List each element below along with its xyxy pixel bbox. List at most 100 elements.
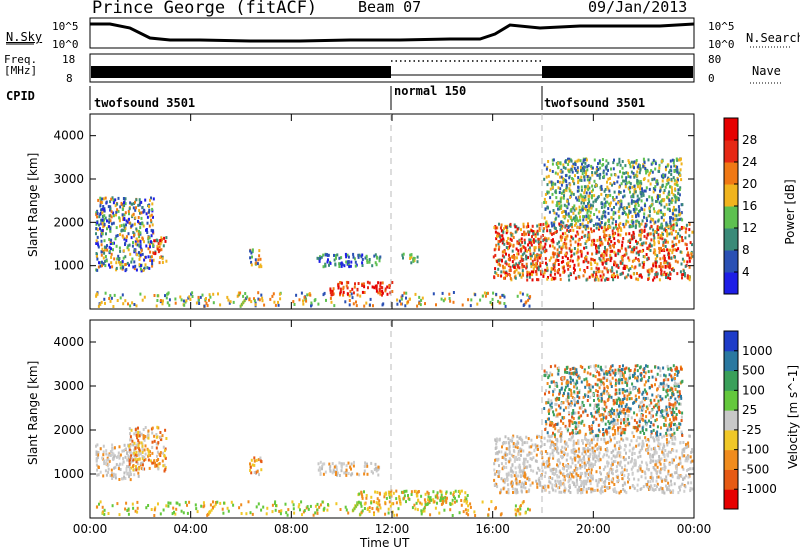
nsearch-label: N.Search <box>746 31 800 45</box>
ground-scatter <box>95 500 531 517</box>
colorbar-tick-label: -25 <box>742 423 762 437</box>
xtick-label: 08:00 <box>274 522 309 536</box>
scatter-region-3 <box>317 460 381 477</box>
ground-scatter <box>95 291 532 308</box>
nsky-label: N.Sky <box>6 30 43 44</box>
station-title: Prince George (fitACF) <box>92 0 318 18</box>
colorbar-tick-label: 100 <box>742 383 765 397</box>
xtick-label: 12:00 <box>375 522 410 536</box>
colorbar-swatch <box>724 390 738 411</box>
scatter-region-2 <box>249 248 263 269</box>
scatter-region-1 <box>153 236 168 265</box>
colorbar-tick-label: -100 <box>742 443 769 457</box>
cpid-segment-2: normal 150 <box>394 84 467 98</box>
colorbar-tick-label: 4 <box>742 265 750 279</box>
freq-label-2: [MHz] <box>4 64 38 77</box>
colorbar-tick-label: -1000 <box>742 482 777 496</box>
power-panel: 1000 2000 3000 4000 <box>53 113 695 310</box>
colorbar-swatch <box>724 140 738 163</box>
colorbar-swatch <box>724 228 738 251</box>
ytick-label: 2000 <box>53 423 84 437</box>
time-axis-label: Time UT <box>360 536 410 550</box>
freq-label-1: Freq. <box>4 53 38 66</box>
colorbar-swatch <box>724 469 738 490</box>
colorbar-tick-label: 1000 <box>742 344 773 358</box>
scatter-region-3 <box>316 252 382 269</box>
freq-panel <box>89 53 782 84</box>
colorbar-tick-label: 25 <box>742 403 757 417</box>
nsky-tick-bottom: 10^0 <box>52 38 79 51</box>
colorbar-tick-label: 16 <box>742 199 757 213</box>
nsky-panel <box>6 17 792 49</box>
colorbar-swatch <box>724 350 738 372</box>
velocity-panel: 1000 2000 3000 4000 <box>53 319 695 519</box>
colorbar-tick-label: 8 <box>742 243 750 257</box>
colorbar-tick-label: 20 <box>742 177 757 191</box>
nave-tick-bottom: 0 <box>708 72 715 85</box>
ytick-label: 2000 <box>53 215 84 229</box>
colorbar-swatch <box>724 206 738 229</box>
cpid-label: CPID <box>6 89 35 103</box>
colorbar-swatch <box>724 331 738 352</box>
colorbar-tick-label: 24 <box>742 155 757 169</box>
colorbar-swatch <box>724 449 738 470</box>
scatter-region-5 <box>401 252 419 265</box>
colorbar-swatch <box>724 184 738 207</box>
ytick-label: 3000 <box>53 379 84 393</box>
colorbar-frame <box>723 330 739 510</box>
power-cbar-label: Power [dB] <box>783 179 797 245</box>
ytick-label: 1000 <box>53 259 84 273</box>
colorbar-swatch <box>724 370 738 391</box>
cpid-segment-3: twofsound 3501 <box>544 96 646 110</box>
xtick-label: 00:00 <box>73 522 108 536</box>
xtick-label: 16:00 <box>475 522 510 536</box>
velocity-cbar-label: Velocity [m s^-1] <box>786 364 800 470</box>
ytick-label: 4000 <box>53 129 84 143</box>
cpid-segment-1: twofsound 3501 <box>94 96 196 110</box>
colorbar-tick-label: 500 <box>742 364 765 378</box>
freq-tick-top: 18 <box>62 53 76 66</box>
colorbar-swatch <box>724 272 738 295</box>
nsky-tick-top: 10^5 <box>52 20 79 33</box>
colorbar-swatch <box>724 410 738 431</box>
velocity-colorbar: 1000 500 100 25 -25 -100 -500 -1000 <box>723 330 777 510</box>
ytick-label: 1000 <box>53 467 84 481</box>
nsearch-tick-bottom: 10^0 <box>708 38 735 51</box>
colorbar-tick-label: -500 <box>742 462 769 476</box>
velocity-ylabel: Slant Range [km] <box>26 360 40 465</box>
ytick-label: 3000 <box>53 172 84 186</box>
scatter-region-4 <box>329 280 394 297</box>
xtick-label: 04:00 <box>173 522 208 536</box>
nave-label: Nave <box>752 64 781 78</box>
scatter-region-6 <box>543 364 684 438</box>
colorbar-tick-label: 28 <box>742 133 757 147</box>
nsky-trace <box>90 22 695 43</box>
date-label: 09/Jan/2013 <box>588 0 688 16</box>
xtick-label: 20:00 <box>576 522 611 536</box>
scatter-region-6 <box>492 222 694 282</box>
scatter-region-0 <box>95 196 155 273</box>
scatter-region-4 <box>357 489 469 506</box>
scatter-region-5 <box>493 434 694 495</box>
ytick-label: 4000 <box>53 335 84 349</box>
colorbar-swatch <box>724 250 738 273</box>
scatter-region-1 <box>128 425 168 473</box>
freq-tick-bottom: 8 <box>66 72 73 85</box>
beam-label: Beam 07 <box>358 0 422 16</box>
colorbar-swatch <box>724 162 738 185</box>
power-colorbar: 4 8 12 16 20 24 28 <box>723 117 757 295</box>
colorbar-tick-label: 12 <box>742 221 757 235</box>
scatter-region-2 <box>249 456 263 477</box>
cpid-row <box>89 86 543 110</box>
colorbar-swatch <box>724 489 738 510</box>
power-ylabel: Slant Range [km] <box>26 152 40 257</box>
colorbar-swatch <box>724 118 738 141</box>
nsearch-tick-top: 10^5 <box>708 20 735 33</box>
freq-band-2 <box>542 66 693 78</box>
xtick-label: 00:00 <box>677 522 712 536</box>
scatter-region-7 <box>543 157 684 230</box>
nave-tick-top: 80 <box>708 53 722 66</box>
colorbar-swatch <box>724 429 738 451</box>
freq-band-1 <box>91 66 391 78</box>
